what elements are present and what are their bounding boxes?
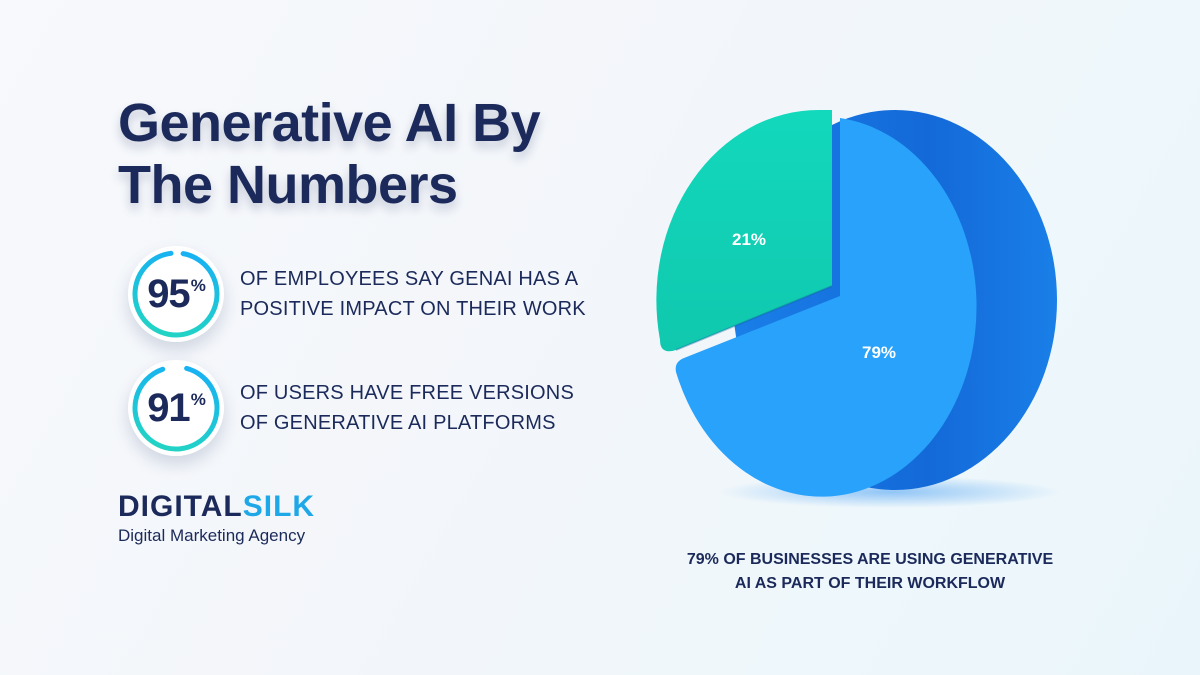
ring-arc-icon (132, 250, 220, 338)
slice-21 (656, 109, 832, 352)
logo-word-dark: DIGITAL (118, 490, 243, 523)
stat-unit: % (190, 389, 206, 409)
progress-ring: 91% (128, 360, 224, 456)
ring-arc-icon (132, 364, 220, 452)
stat-value: 91 (147, 385, 190, 430)
logo-tagline: Digital Marketing Agency (118, 526, 306, 545)
stat-description: OF EMPLOYEES SAY GENAI HAS A POSITIVE IM… (240, 268, 586, 320)
stat-unit: % (190, 275, 206, 295)
stat-employees: 95% OF EMPLOYEES SAY GENAI HAS A POSITIV… (128, 246, 586, 342)
title-line-2: The Numbers (118, 155, 458, 215)
slice-label-79: 79% (862, 343, 897, 362)
stat-description: OF USERS HAVE FREE VERSIONS OF GENERATIV… (240, 382, 574, 434)
page-title: Generative AI By The Numbers (118, 92, 541, 216)
progress-ring: 95% (128, 246, 224, 342)
pie-chart: 21% 79% (640, 100, 1080, 540)
slice-79 (675, 118, 977, 497)
slice-label-21: 21% (732, 230, 767, 249)
stat-value: 95 (147, 271, 190, 316)
pie-graphic (656, 109, 1060, 508)
chart-caption: 79% OF BUSINESSES ARE USING GENERATIVE A… (686, 551, 1054, 592)
stat-users: 91% OF USERS HAVE FREE VERSIONS OF GENER… (128, 360, 574, 456)
title-line-1: Generative AI By (118, 93, 541, 153)
logo-word-light: SILK (242, 490, 316, 523)
brand-logo: DIGITALSILK Digital Marketing Agency (118, 490, 315, 546)
